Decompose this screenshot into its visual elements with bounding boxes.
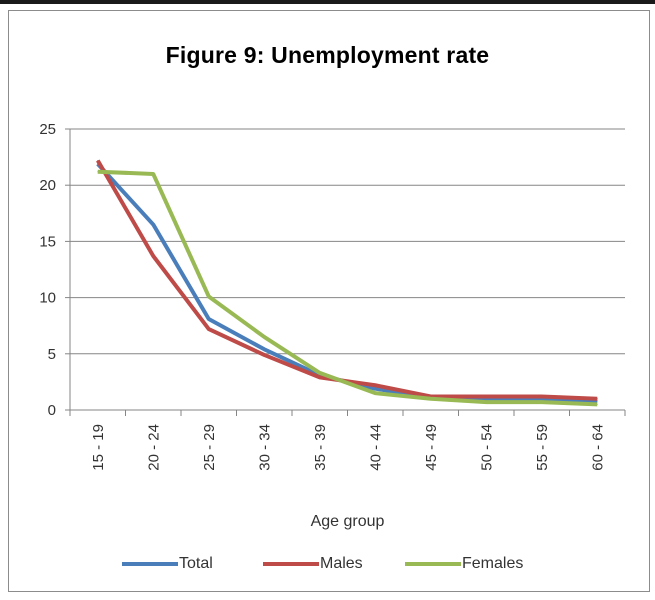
data-point-females xyxy=(374,392,376,394)
data-point-males xyxy=(152,255,154,257)
legend-label-males: Males xyxy=(320,555,363,572)
data-point-males xyxy=(485,396,487,398)
data-point-total xyxy=(596,400,598,402)
data-point-females xyxy=(208,295,210,297)
x-tick-label: 60 - 64 xyxy=(589,424,606,471)
x-tick-label: 15 - 19 xyxy=(90,424,107,471)
y-tick-label: 20 xyxy=(39,177,56,194)
data-point-males xyxy=(97,159,99,161)
y-tick-label: 15 xyxy=(39,233,56,250)
legend-label-total: Total xyxy=(179,555,213,572)
data-point-males xyxy=(596,398,598,400)
data-point-males xyxy=(319,376,321,378)
legend-swatch-males xyxy=(263,562,319,566)
chart-title: Figure 9: Unemployment rate xyxy=(165,42,490,68)
legend-item-males: Males xyxy=(263,553,363,575)
series-line-males xyxy=(96,159,598,401)
legend-swatch-females xyxy=(405,562,461,566)
chart-legend: Total Males Females xyxy=(0,553,655,575)
data-point-males xyxy=(374,384,376,386)
data-point-females xyxy=(430,398,432,400)
legend-item-females: Females xyxy=(405,553,523,575)
data-point-females xyxy=(596,403,598,405)
data-point-females xyxy=(319,372,321,374)
data-point-males xyxy=(208,328,210,330)
y-tick-label: 25 xyxy=(39,121,56,138)
x-tick-label: 35 - 39 xyxy=(312,424,329,471)
legend-swatch-total xyxy=(122,562,178,566)
legend-label-females: Females xyxy=(462,555,524,572)
legend-item-total: Total xyxy=(122,553,213,575)
y-tick-label: 5 xyxy=(48,346,56,363)
data-point-females xyxy=(97,171,99,173)
data-point-total xyxy=(208,318,210,320)
data-point-total xyxy=(152,224,154,226)
x-tick-label: 20 - 24 xyxy=(145,424,162,471)
data-point-females xyxy=(541,401,543,403)
data-point-females xyxy=(152,173,154,175)
x-axis-title: Age group xyxy=(311,513,385,530)
data-point-total xyxy=(263,348,265,350)
x-tick-label: 50 - 54 xyxy=(478,424,495,471)
y-tick-label: 0 xyxy=(48,402,56,419)
chart-frame xyxy=(8,10,650,592)
data-point-males xyxy=(541,396,543,398)
x-tick-label: 55 - 59 xyxy=(534,424,551,471)
data-point-total xyxy=(374,388,376,390)
x-tick-label: 25 - 29 xyxy=(201,424,218,471)
data-point-males xyxy=(263,354,265,356)
top-border xyxy=(0,0,655,4)
x-tick-label: 45 - 49 xyxy=(423,424,440,471)
x-tick-label: 30 - 34 xyxy=(256,424,273,471)
data-point-females xyxy=(485,401,487,403)
y-tick-label: 10 xyxy=(39,290,56,307)
x-tick-label: 40 - 44 xyxy=(367,424,384,471)
series-line-females xyxy=(97,169,598,407)
data-point-females xyxy=(263,336,265,338)
